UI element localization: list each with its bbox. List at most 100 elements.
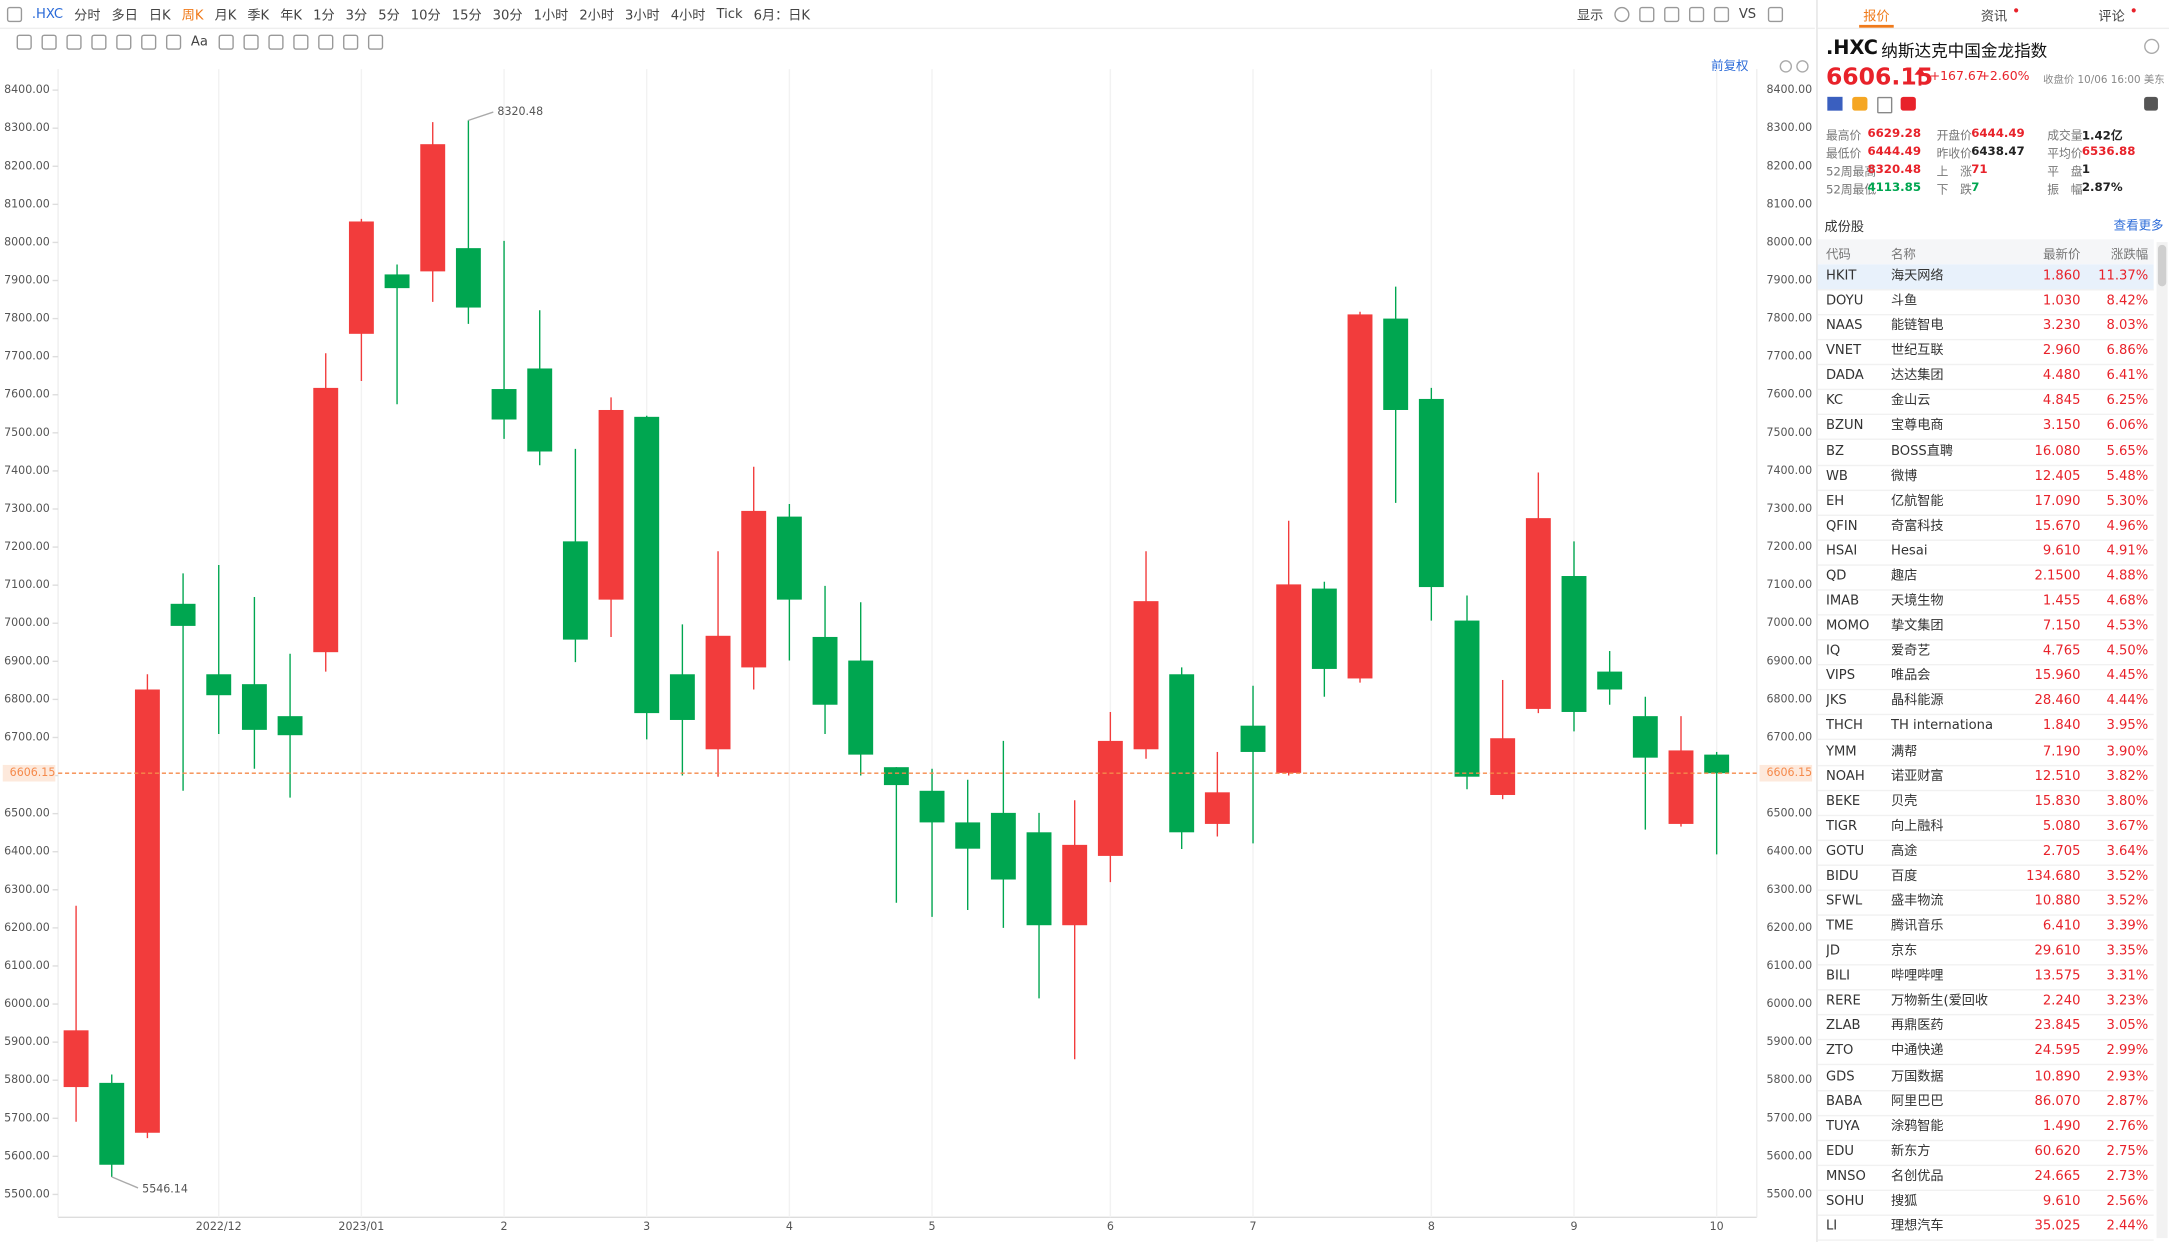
adjust-toggle[interactable]: 前复权 xyxy=(1711,58,1749,73)
shape-icon[interactable] xyxy=(1639,6,1655,22)
period-tab[interactable]: 周K xyxy=(181,8,204,24)
note-icon[interactable] xyxy=(1877,96,1893,114)
pen-icon[interactable] xyxy=(1689,6,1705,22)
lock-tool[interactable] xyxy=(268,33,285,50)
period-tab[interactable]: 5分 xyxy=(378,8,400,24)
constituent-row[interactable]: NOAH 诺亚财富 12.510 3.82% xyxy=(1817,764,2154,791)
fib-tool[interactable] xyxy=(91,33,107,50)
layout-icon[interactable] xyxy=(6,6,23,22)
constituent-row[interactable]: KC 金山云 4.845 6.25% xyxy=(1817,389,2154,416)
period-tab[interactable]: 1分 xyxy=(313,8,335,24)
constituent-row[interactable]: JKS 晶科能源 28.460 4.44% xyxy=(1817,689,2154,716)
erase-tool[interactable] xyxy=(219,33,235,50)
constituent-row[interactable]: HSAI Hesai 9.610 4.91% xyxy=(1817,539,2154,566)
more-link[interactable]: 查看更多 xyxy=(2113,219,2164,234)
constituent-row[interactable]: DOYU 斗鱼 1.030 8.42% xyxy=(1817,289,2154,316)
period-tab[interactable]: 分时 xyxy=(74,8,101,24)
panel-tab[interactable]: 报价 xyxy=(1863,9,1890,25)
constituent-row[interactable]: GDS 万国数据 10.890 2.93% xyxy=(1817,1065,2154,1091)
constituent-row[interactable]: THCH TH internationa 1.840 3.95% xyxy=(1817,714,2154,741)
measure-tool[interactable] xyxy=(141,33,157,50)
constituent-row[interactable]: TIGR 向上融科 5.080 3.67% xyxy=(1817,814,2154,841)
settings-icon[interactable] xyxy=(1614,6,1630,22)
constituent-row[interactable]: BILI 哔哩哔哩 13.575 3.31% xyxy=(1817,964,2154,991)
compare-button[interactable]: VS xyxy=(1738,6,1757,22)
period-tab[interactable]: 15分 xyxy=(451,8,482,24)
constituent-row[interactable]: IMAB 天境生物 1.455 4.68% xyxy=(1817,589,2154,616)
period-tab[interactable]: 季K xyxy=(247,8,270,24)
constituent-row[interactable]: EH 亿航智能 17.090 5.30% xyxy=(1817,489,2154,516)
constituent-row[interactable]: SOHU 搜狐 9.610 2.56% xyxy=(1817,1190,2154,1216)
constituent-row[interactable]: BABA 阿里巴巴 86.070 2.87% xyxy=(1817,1090,2154,1116)
constituent-row[interactable]: DADA 达达集团 4.480 6.41% xyxy=(1817,364,2154,391)
arrow-tool[interactable] xyxy=(165,33,182,50)
period-tab[interactable]: 多日 xyxy=(111,8,138,24)
constituent-row[interactable]: IQ 爱奇艺 4.765 4.50% xyxy=(1817,639,2154,666)
constituent-row[interactable]: TME 腾讯音乐 6.410 3.39% xyxy=(1817,914,2154,941)
constituent-row[interactable]: TUYA 涂鸦智能 1.490 2.76% xyxy=(1817,1115,2154,1141)
scrollbar-thumb[interactable] xyxy=(2157,244,2167,287)
period-tab[interactable]: 1小时 xyxy=(533,8,569,24)
period-tab[interactable]: 3分 xyxy=(345,8,368,24)
period-tab[interactable]: 年K xyxy=(280,8,303,24)
text-tool[interactable]: Aa xyxy=(190,33,208,50)
line-tool[interactable] xyxy=(41,33,57,50)
constituent-row[interactable]: MOMO 挚文集团 7.150 4.53% xyxy=(1817,614,2154,641)
period-tab[interactable]: 3小时 xyxy=(625,8,660,24)
zoom-in-icon[interactable] xyxy=(1796,60,1809,73)
range-menu[interactable]: 6月：日K xyxy=(753,8,811,24)
display-menu[interactable]: 显示 xyxy=(1576,8,1604,24)
constituent-row[interactable]: RERE 万物新生(爱回收 2.240 3.23% xyxy=(1817,989,2154,1016)
hide-tool[interactable] xyxy=(293,33,309,50)
channel-tool[interactable] xyxy=(66,33,82,50)
alert-icon[interactable] xyxy=(1852,96,1868,111)
constituent-row[interactable]: BZUN 宝尊电商 3.150 6.06% xyxy=(1817,414,2154,441)
constituent-row[interactable]: BEKE 贝壳 15.830 3.80% xyxy=(1817,789,2154,816)
move-tool[interactable] xyxy=(16,33,32,50)
period-tab[interactable]: 30分 xyxy=(492,8,523,24)
period-tab[interactable]: 日K xyxy=(148,8,171,24)
panel-icon[interactable] xyxy=(1767,6,1783,22)
column-header[interactable]: 名称 xyxy=(1890,248,1916,263)
constituent-row[interactable]: QFIN 奇富科技 15.670 4.96% xyxy=(1817,514,2154,541)
magnet-tool[interactable] xyxy=(243,33,260,50)
delete-tool[interactable] xyxy=(318,33,334,50)
constituent-row[interactable]: NAAS 能链智电 3.230 8.03% xyxy=(1817,314,2154,341)
constituent-row[interactable]: YMM 满帮 7.190 3.90% xyxy=(1817,739,2154,766)
constituent-row[interactable]: VNET 世纪互联 2.960 6.86% xyxy=(1817,339,2154,366)
constituent-row[interactable]: ZLAB 再鼎医药 23.845 3.05% xyxy=(1817,1014,2154,1041)
period-tab[interactable]: 2小时 xyxy=(579,8,614,24)
symbol-tab[interactable]: .HXC xyxy=(31,6,64,22)
panel-tab[interactable]: 评论 xyxy=(2098,9,2125,25)
constituent-row[interactable]: QD 趣店 2.1500 4.88% xyxy=(1817,564,2154,591)
constituent-row[interactable]: BZ BOSS直聘 16.080 5.65% xyxy=(1817,439,2154,466)
constituent-row[interactable]: ZTO 中通快递 24.595 2.99% xyxy=(1817,1039,2154,1066)
pattern-tool[interactable] xyxy=(116,33,132,50)
bell-icon[interactable] xyxy=(2144,96,2158,111)
constituent-row[interactable]: SFWL 盛丰物流 10.880 3.52% xyxy=(1817,889,2154,916)
column-header[interactable]: 涨跌幅 xyxy=(2110,248,2149,263)
constituent-row[interactable]: VIPS 唯品会 15.960 4.45% xyxy=(1817,664,2154,691)
period-tab[interactable]: Tick xyxy=(716,6,743,22)
favorite-icon[interactable] xyxy=(1900,96,1916,111)
constituent-row[interactable]: WB 微博 12.405 5.48% xyxy=(1817,464,2154,491)
settings-tool[interactable] xyxy=(368,33,384,50)
constituent-row[interactable]: MNSO 名创优品 24.665 2.73% xyxy=(1817,1165,2154,1191)
zoom-out-icon[interactable] xyxy=(1779,60,1793,73)
camera-icon[interactable] xyxy=(1664,6,1680,22)
period-tab[interactable]: 10分 xyxy=(410,8,441,24)
period-tab[interactable]: 4小时 xyxy=(670,8,706,24)
quote-settings[interactable] xyxy=(2144,38,2160,54)
column-header[interactable]: 代码 xyxy=(1825,248,1851,263)
panel-tab[interactable]: 资讯 xyxy=(1980,9,2008,25)
constituent-row[interactable]: EDU 新东方 60.620 2.75% xyxy=(1817,1140,2154,1166)
constituent-row[interactable]: GOTU 高途 2.705 3.64% xyxy=(1817,839,2154,866)
constituent-row[interactable]: JD 京东 29.610 3.35% xyxy=(1817,939,2154,966)
constituent-row[interactable]: HKIT 海天网络 1.860 11.37% xyxy=(1817,264,2154,291)
column-header[interactable]: 最新价 xyxy=(2043,248,2081,263)
fullscreen-icon[interactable] xyxy=(1713,6,1730,22)
constituent-row[interactable]: BIDU 百度 134.680 3.52% xyxy=(1817,864,2154,891)
visibility-tool[interactable] xyxy=(343,33,359,50)
constituent-row[interactable]: LI 理想汽车 35.025 2.44% xyxy=(1817,1215,2154,1241)
period-tab[interactable]: 月K xyxy=(214,8,237,24)
